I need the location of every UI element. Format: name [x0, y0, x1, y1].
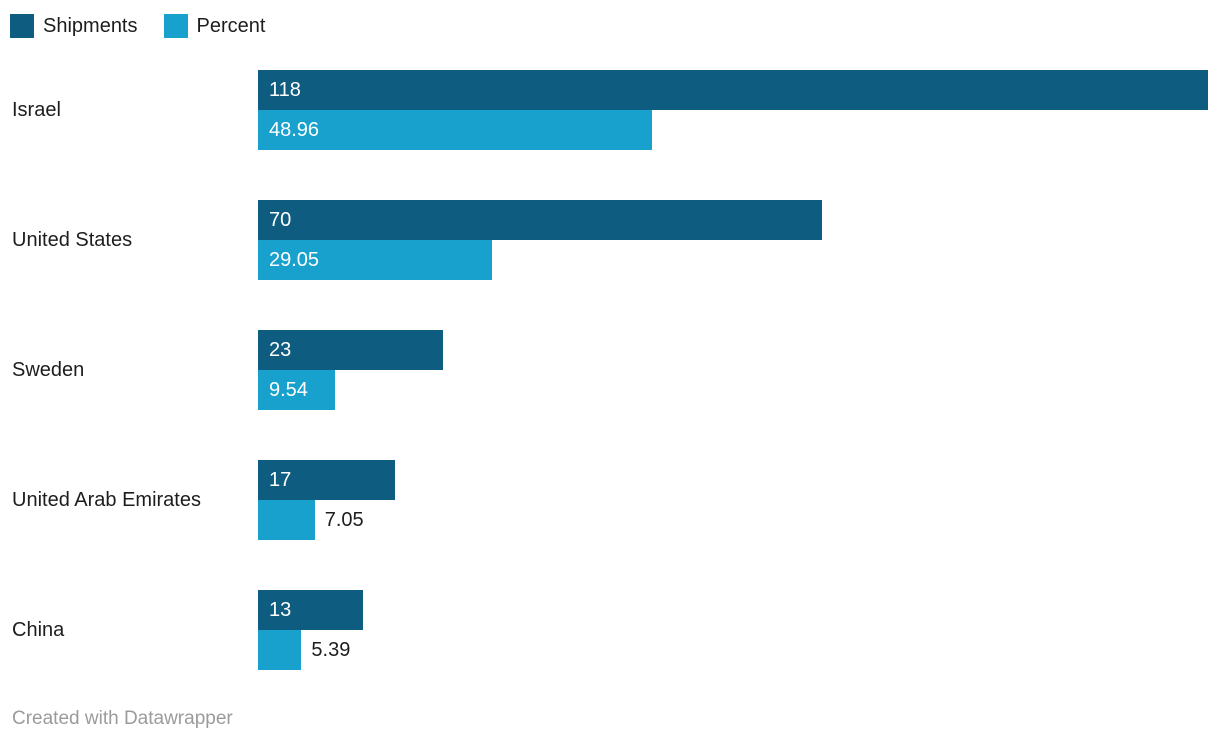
category-label: Israel	[12, 98, 61, 121]
bar-shipments: 17	[258, 460, 395, 500]
bar-line-shipments: 23	[258, 330, 1208, 370]
bar-line-shipments: 13	[258, 590, 1208, 630]
legend-item-shipments: Shipments	[10, 14, 138, 38]
category-label: United States	[12, 228, 133, 251]
chart-row-israel: Israel 118 48.96	[0, 70, 1220, 150]
bar-percent: 48.96	[258, 110, 653, 150]
datawrapper-attribution-link[interactable]: Created with Datawrapper	[12, 708, 233, 729]
chart-row-china: China 13 5.39	[0, 590, 1220, 670]
legend-swatch-percent	[163, 14, 188, 38]
bar-group: 23 9.54	[258, 330, 1208, 410]
category-label: United Arab Emirates	[12, 488, 201, 511]
legend-label-percent: Percent	[196, 15, 266, 37]
category-label: China	[12, 618, 65, 641]
bar-shipments: 23	[258, 330, 444, 370]
bar-group: 17 7.05	[258, 460, 1208, 540]
bar-group: 13 5.39	[258, 590, 1208, 670]
bar-value-label: 9.54	[269, 378, 308, 401]
legend-item-percent: Percent	[163, 14, 266, 38]
bar-value-label: 29.05	[269, 248, 320, 271]
bar-percent	[258, 630, 302, 670]
bar-value-label: 23	[269, 338, 292, 361]
bar-value-label: 70	[269, 208, 292, 231]
bar-percent	[258, 500, 315, 540]
bar-value-label: 48.96	[269, 118, 320, 141]
chart-row-united-states: United States 70 29.05	[0, 200, 1220, 280]
bar-line-percent: 48.96	[258, 110, 1208, 150]
chart-row-sweden: Sweden 23 9.54	[0, 330, 1220, 410]
bar-value-label: 118	[269, 78, 301, 101]
bar-line-shipments: 118	[258, 70, 1208, 110]
legend: Shipments Percent	[10, 14, 265, 38]
bar-group: 118 48.96	[258, 70, 1208, 150]
bar-shipments: 13	[258, 590, 363, 630]
bar-value-label: 17	[269, 468, 292, 491]
bar-percent: 9.54	[258, 370, 335, 410]
bar-percent: 29.05	[258, 240, 492, 280]
bar-shipments: 118	[258, 70, 1208, 110]
bar-shipments: 70	[258, 200, 822, 240]
bar-line-percent: 5.39	[258, 630, 1208, 670]
bar-line-shipments: 17	[258, 460, 1208, 500]
bar-value-label: 13	[269, 598, 292, 621]
bar-group: 70 29.05	[258, 200, 1208, 280]
bar-value-label: 5.39	[311, 638, 351, 661]
bar-value-label: 7.05	[324, 508, 364, 531]
bar-line-shipments: 70	[258, 200, 1208, 240]
legend-label-shipments: Shipments	[43, 15, 138, 37]
chart-row-united-arab-emirates: United Arab Emirates 17 7.05	[0, 460, 1220, 540]
bar-line-percent: 29.05	[258, 240, 1208, 280]
bar-line-percent: 7.05	[258, 500, 1208, 540]
legend-swatch-shipments	[10, 14, 34, 38]
category-label: Sweden	[12, 358, 85, 381]
bar-line-percent: 9.54	[258, 370, 1208, 410]
